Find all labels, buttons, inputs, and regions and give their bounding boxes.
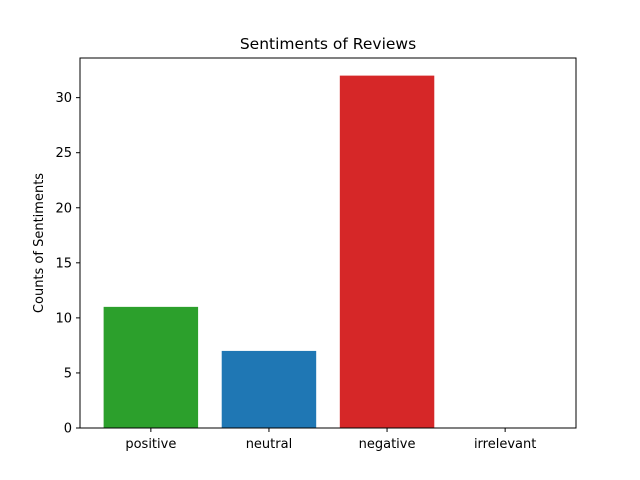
y-tick-label: 10 (55, 311, 72, 326)
x-tick-label: neutral (246, 437, 293, 452)
bars-group (103, 75, 435, 428)
y-tick-label: 0 (64, 422, 72, 437)
bar-positive (103, 306, 199, 428)
y-axis-label: Counts of Sentiments (32, 173, 47, 313)
bar-neutral (221, 350, 317, 428)
y-tick-label: 25 (55, 146, 72, 161)
y-axis-ticks: 0 5 10 15 20 25 30 (55, 91, 80, 437)
chart-title: Sentiments of Reviews (240, 35, 416, 53)
bar-negative (339, 75, 435, 428)
y-tick-label: 30 (55, 91, 72, 106)
x-tick-label: positive (125, 437, 176, 452)
plot-frame (79, 57, 577, 429)
x-tick-label: irrelevant (474, 437, 536, 452)
y-tick-label: 15 (55, 256, 72, 271)
y-tick-label: 20 (55, 201, 72, 216)
x-axis-ticks: positive neutral negative irrelevant (125, 428, 536, 452)
x-tick-label: negative (359, 437, 416, 452)
y-tick-label: 5 (64, 366, 72, 381)
